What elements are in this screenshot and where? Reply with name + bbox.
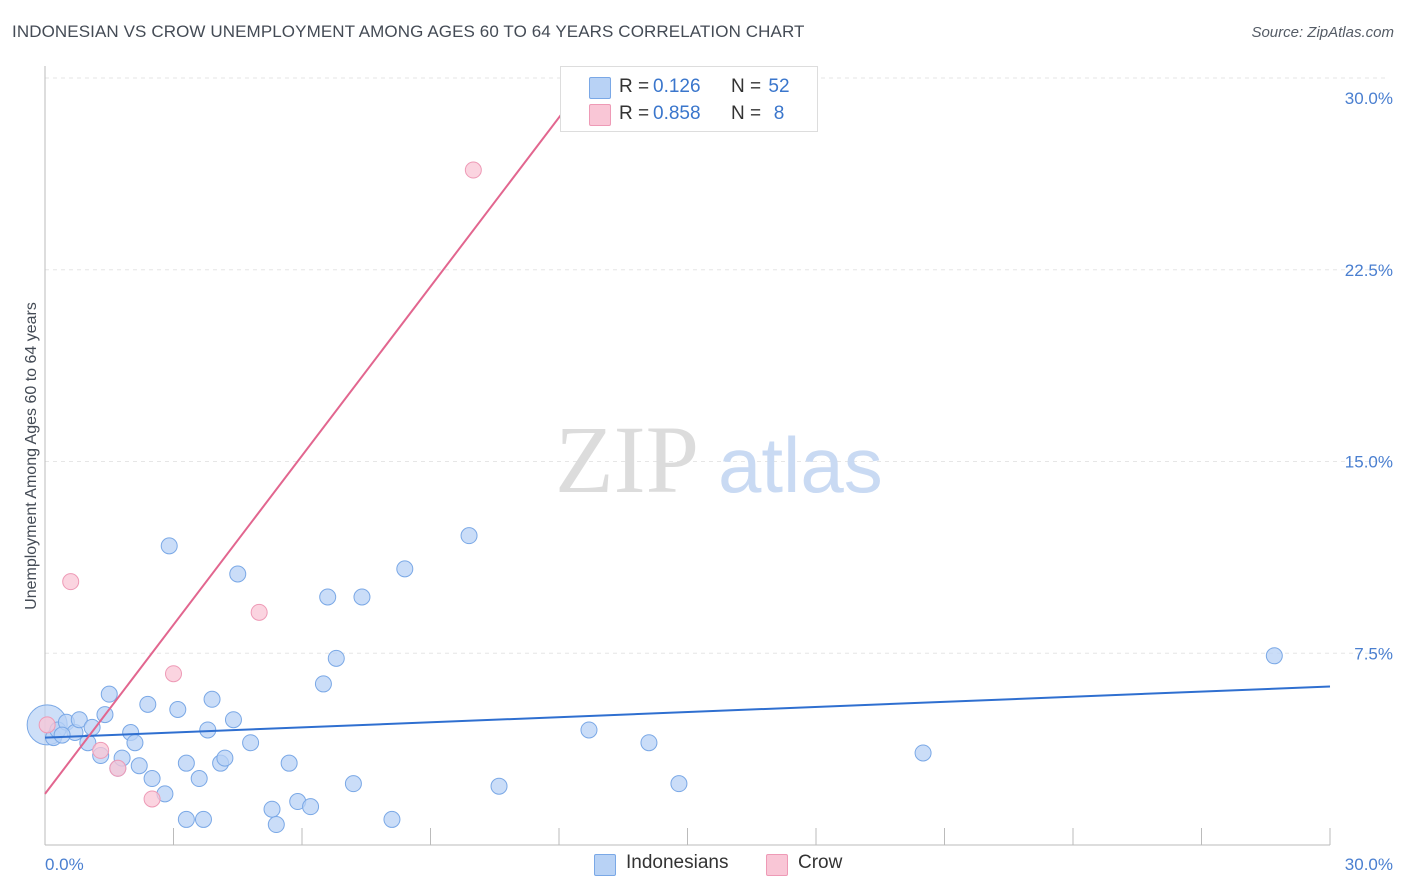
n-value: 52 — [768, 76, 790, 97]
x-tick-label: 30.0% — [1345, 855, 1393, 874]
data-point-indonesians — [177, 754, 195, 772]
watermark-atlas: atlas — [718, 421, 883, 509]
data-point-indonesians — [169, 700, 187, 718]
source-credit: Source: ZipAtlas.com — [1251, 24, 1394, 41]
data-point-indonesians — [640, 734, 658, 752]
data-point-indonesians — [460, 527, 478, 545]
data-point-indonesians — [1265, 647, 1283, 665]
trend-line-indonesians — [44, 685, 1331, 739]
series-indonesians — [26, 527, 1283, 834]
data-point-indonesians — [383, 810, 401, 828]
data-point-crow — [38, 716, 56, 734]
r-label: R = — [619, 76, 650, 97]
data-point-indonesians — [53, 726, 71, 744]
n-value: 8 — [773, 103, 785, 124]
r-value: 0.126 — [653, 76, 701, 97]
r-value: 0.858 — [653, 103, 701, 124]
data-point-indonesians — [177, 810, 195, 828]
trend-line-crow — [44, 77, 590, 795]
data-point-indonesians — [126, 734, 144, 752]
y-tick-label: 22.5% — [1345, 261, 1393, 280]
data-point-indonesians — [670, 775, 688, 793]
data-point-indonesians — [194, 810, 212, 828]
legend-swatch-crow — [766, 854, 788, 876]
r-label: R = — [619, 103, 650, 124]
data-point-indonesians — [160, 537, 178, 555]
y-tick-labels: 7.5% 15.0% 22.5% 30.0% — [1345, 89, 1393, 663]
y-axis-label: Unemployment Among Ages 60 to 64 years — [23, 302, 40, 610]
data-point-indonesians — [319, 588, 337, 606]
x-tick-labels: 0.0% 30.0% — [45, 855, 1393, 874]
legend-row-crow: R = 0.858 N = 8 — [561, 100, 817, 128]
y-tick-label: 30.0% — [1345, 89, 1393, 108]
data-point-indonesians — [70, 711, 88, 729]
data-point-indonesians — [302, 798, 320, 816]
data-point-indonesians — [267, 816, 285, 834]
y-tick-label: 7.5% — [1354, 644, 1393, 663]
data-point-crow — [62, 573, 80, 591]
y-tick-label: 15.0% — [1345, 453, 1393, 472]
data-point-indonesians — [229, 565, 247, 583]
chart-title: INDONESIAN VS CROW UNEMPLOYMENT AMONG AG… — [12, 22, 805, 41]
correlation-legend: R = 0.126 N = 52 R = 0.858 N = 8 — [560, 66, 818, 132]
data-point-crow — [109, 759, 127, 777]
legend-label-indonesians: Indonesians — [626, 852, 729, 873]
trend-lines — [44, 77, 1331, 795]
data-point-indonesians — [280, 754, 298, 772]
data-point-crow — [464, 161, 482, 179]
data-point-indonesians — [580, 721, 598, 739]
data-point-indonesians — [190, 770, 208, 788]
data-point-indonesians — [490, 777, 508, 795]
data-point-indonesians — [100, 685, 118, 703]
legend-swatch-indonesians — [594, 854, 616, 876]
data-point-indonesians — [327, 649, 345, 667]
data-point-indonesians — [139, 695, 157, 713]
series-crow — [38, 161, 482, 808]
data-point-indonesians — [130, 757, 148, 775]
data-point-indonesians — [216, 749, 234, 767]
data-point-indonesians — [224, 711, 242, 729]
data-point-indonesians — [344, 775, 362, 793]
data-point-indonesians — [263, 800, 281, 818]
data-point-crow — [143, 790, 161, 808]
legend-swatch-crow — [589, 104, 611, 126]
data-point-crow — [165, 665, 182, 683]
data-point-indonesians — [353, 588, 371, 606]
watermark-zip: ZIP — [555, 406, 699, 513]
legend-swatch-indonesians — [589, 77, 611, 99]
data-point-indonesians — [396, 560, 414, 578]
n-label: N = — [731, 103, 762, 124]
data-point-indonesians — [203, 690, 221, 708]
grid-lines — [45, 77, 1385, 654]
data-point-indonesians — [914, 744, 932, 762]
data-point-indonesians — [242, 734, 260, 752]
data-point-crow — [92, 741, 110, 759]
n-label: N = — [731, 76, 762, 97]
x-tick-label: 0.0% — [45, 855, 84, 874]
data-point-crow — [250, 603, 268, 621]
data-point-indonesians — [143, 770, 161, 788]
legend-label-crow: Crow — [798, 852, 843, 873]
data-point-indonesians — [314, 675, 332, 693]
legend-row-indonesians: R = 0.126 N = 52 — [561, 73, 817, 101]
